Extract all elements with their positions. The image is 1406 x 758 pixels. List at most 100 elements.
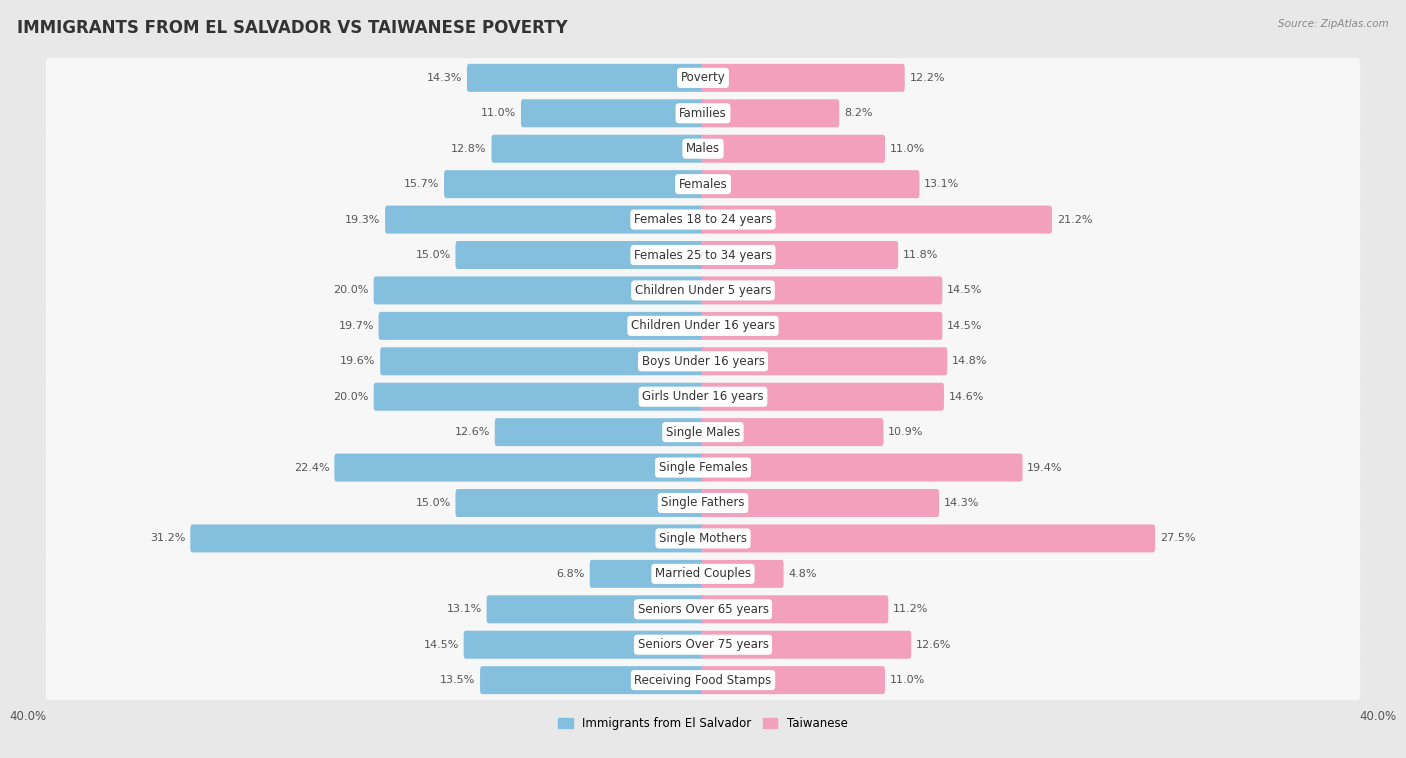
- FancyBboxPatch shape: [46, 271, 1360, 310]
- Legend: Immigrants from El Salvador, Taiwanese: Immigrants from El Salvador, Taiwanese: [554, 713, 852, 735]
- Text: 12.8%: 12.8%: [451, 144, 486, 154]
- FancyBboxPatch shape: [378, 312, 704, 340]
- FancyBboxPatch shape: [495, 418, 704, 446]
- Text: 15.0%: 15.0%: [416, 250, 451, 260]
- Text: Single Mothers: Single Mothers: [659, 532, 747, 545]
- Text: 19.6%: 19.6%: [340, 356, 375, 366]
- FancyBboxPatch shape: [702, 241, 898, 269]
- Text: 20.0%: 20.0%: [333, 286, 368, 296]
- Text: 15.7%: 15.7%: [404, 179, 439, 190]
- Text: Females: Females: [679, 177, 727, 191]
- FancyBboxPatch shape: [46, 554, 1360, 594]
- FancyBboxPatch shape: [46, 590, 1360, 629]
- FancyBboxPatch shape: [467, 64, 704, 92]
- FancyBboxPatch shape: [702, 170, 920, 198]
- FancyBboxPatch shape: [702, 525, 1156, 553]
- FancyBboxPatch shape: [46, 483, 1360, 523]
- Text: 12.2%: 12.2%: [910, 73, 945, 83]
- FancyBboxPatch shape: [702, 560, 783, 588]
- Text: Children Under 16 years: Children Under 16 years: [631, 319, 775, 332]
- FancyBboxPatch shape: [702, 205, 1052, 233]
- FancyBboxPatch shape: [374, 383, 704, 411]
- FancyBboxPatch shape: [46, 448, 1360, 487]
- Text: 19.4%: 19.4%: [1028, 462, 1063, 472]
- FancyBboxPatch shape: [702, 135, 884, 163]
- Text: 19.3%: 19.3%: [344, 215, 381, 224]
- FancyBboxPatch shape: [46, 93, 1360, 133]
- FancyBboxPatch shape: [46, 199, 1360, 240]
- Text: 31.2%: 31.2%: [150, 534, 186, 543]
- Text: 14.3%: 14.3%: [427, 73, 463, 83]
- Text: 14.5%: 14.5%: [948, 321, 983, 330]
- FancyBboxPatch shape: [335, 453, 704, 481]
- FancyBboxPatch shape: [456, 241, 704, 269]
- FancyBboxPatch shape: [380, 347, 704, 375]
- Text: Males: Males: [686, 143, 720, 155]
- Text: 12.6%: 12.6%: [454, 428, 491, 437]
- FancyBboxPatch shape: [479, 666, 704, 694]
- Text: Boys Under 16 years: Boys Under 16 years: [641, 355, 765, 368]
- FancyBboxPatch shape: [702, 64, 904, 92]
- Text: 19.7%: 19.7%: [339, 321, 374, 330]
- FancyBboxPatch shape: [486, 595, 704, 623]
- Text: IMMIGRANTS FROM EL SALVADOR VS TAIWANESE POVERTY: IMMIGRANTS FROM EL SALVADOR VS TAIWANESE…: [17, 19, 568, 37]
- Text: Poverty: Poverty: [681, 71, 725, 84]
- Text: 21.2%: 21.2%: [1057, 215, 1092, 224]
- Text: Seniors Over 75 years: Seniors Over 75 years: [637, 638, 769, 651]
- Text: Girls Under 16 years: Girls Under 16 years: [643, 390, 763, 403]
- FancyBboxPatch shape: [702, 631, 911, 659]
- FancyBboxPatch shape: [444, 170, 704, 198]
- FancyBboxPatch shape: [46, 341, 1360, 381]
- FancyBboxPatch shape: [46, 377, 1360, 417]
- Text: Females 25 to 34 years: Females 25 to 34 years: [634, 249, 772, 262]
- Text: 13.1%: 13.1%: [447, 604, 482, 614]
- FancyBboxPatch shape: [702, 347, 948, 375]
- FancyBboxPatch shape: [702, 312, 942, 340]
- Text: Receiving Food Stamps: Receiving Food Stamps: [634, 674, 772, 687]
- FancyBboxPatch shape: [385, 205, 704, 233]
- FancyBboxPatch shape: [702, 489, 939, 517]
- FancyBboxPatch shape: [46, 660, 1360, 700]
- FancyBboxPatch shape: [702, 666, 884, 694]
- FancyBboxPatch shape: [702, 99, 839, 127]
- Text: 14.5%: 14.5%: [423, 640, 458, 650]
- Text: Families: Families: [679, 107, 727, 120]
- Text: 22.4%: 22.4%: [294, 462, 329, 472]
- Text: Children Under 5 years: Children Under 5 years: [634, 284, 772, 297]
- Text: 13.1%: 13.1%: [924, 179, 959, 190]
- FancyBboxPatch shape: [46, 58, 1360, 98]
- FancyBboxPatch shape: [46, 518, 1360, 558]
- FancyBboxPatch shape: [702, 418, 883, 446]
- Text: 13.5%: 13.5%: [440, 675, 475, 685]
- Text: 10.9%: 10.9%: [889, 428, 924, 437]
- Text: 14.3%: 14.3%: [943, 498, 979, 508]
- FancyBboxPatch shape: [522, 99, 704, 127]
- FancyBboxPatch shape: [702, 277, 942, 305]
- FancyBboxPatch shape: [702, 595, 889, 623]
- Text: 4.8%: 4.8%: [789, 568, 817, 579]
- Text: 12.6%: 12.6%: [915, 640, 952, 650]
- Text: Married Couples: Married Couples: [655, 567, 751, 581]
- Text: 20.0%: 20.0%: [333, 392, 368, 402]
- FancyBboxPatch shape: [46, 235, 1360, 275]
- Text: 14.6%: 14.6%: [949, 392, 984, 402]
- FancyBboxPatch shape: [464, 631, 704, 659]
- FancyBboxPatch shape: [190, 525, 704, 553]
- Text: 11.2%: 11.2%: [893, 604, 928, 614]
- FancyBboxPatch shape: [46, 625, 1360, 665]
- Text: Single Females: Single Females: [658, 461, 748, 474]
- FancyBboxPatch shape: [46, 306, 1360, 346]
- FancyBboxPatch shape: [702, 383, 943, 411]
- Text: Source: ZipAtlas.com: Source: ZipAtlas.com: [1278, 19, 1389, 29]
- FancyBboxPatch shape: [46, 129, 1360, 168]
- Text: 11.0%: 11.0%: [890, 144, 925, 154]
- Text: Single Fathers: Single Fathers: [661, 496, 745, 509]
- FancyBboxPatch shape: [492, 135, 704, 163]
- Text: 11.0%: 11.0%: [481, 108, 516, 118]
- Text: 11.8%: 11.8%: [903, 250, 938, 260]
- Text: 14.8%: 14.8%: [952, 356, 987, 366]
- FancyBboxPatch shape: [374, 277, 704, 305]
- Text: Females 18 to 24 years: Females 18 to 24 years: [634, 213, 772, 226]
- Text: 6.8%: 6.8%: [557, 568, 585, 579]
- Text: Single Males: Single Males: [666, 426, 740, 439]
